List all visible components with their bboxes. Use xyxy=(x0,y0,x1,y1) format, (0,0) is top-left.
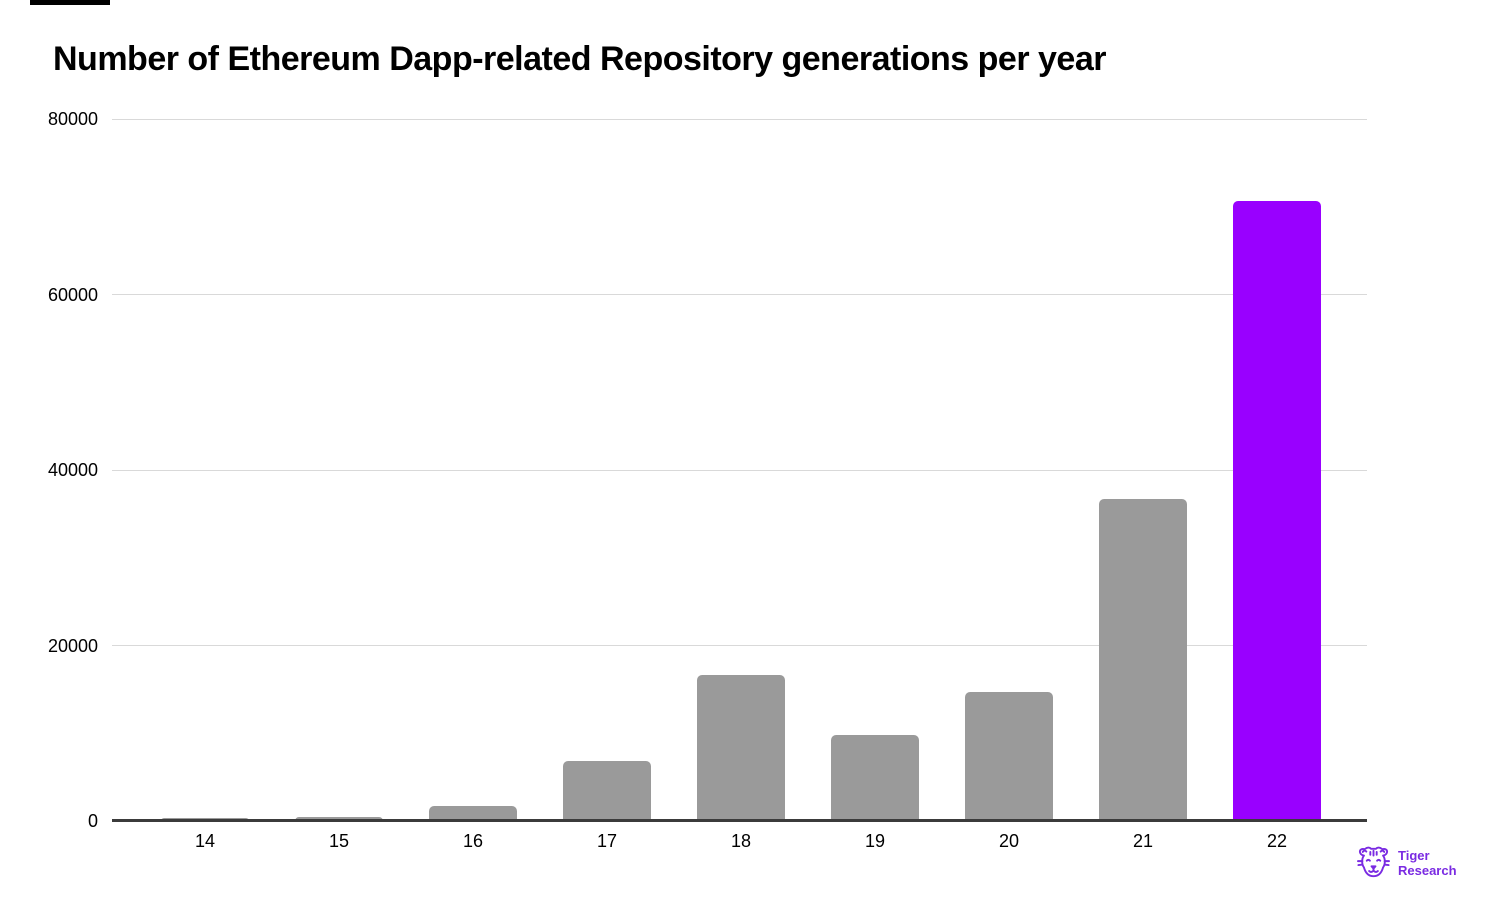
bar-chart-plot-area: 0 20000 40000 60000 80000 14 15 16 17 18 19 20 21 22 xyxy=(48,110,1367,850)
bar-19 xyxy=(831,735,919,821)
x-tick-label-22: 22 xyxy=(1266,831,1288,851)
tiger-face-icon xyxy=(1357,846,1390,878)
chart-title: Number of Ethereum Dapp-related Reposito… xyxy=(53,40,1106,78)
gridline-60000 xyxy=(112,294,1367,295)
y-tick-label-80000: 80000 xyxy=(47,109,98,129)
logo-line-2: Research xyxy=(1398,863,1457,878)
y-tick-label-40000: 40000 xyxy=(47,460,98,480)
bar-21 xyxy=(1099,498,1187,821)
tiger-research-logo: Tiger Research xyxy=(1356,845,1457,882)
x-tick-label-14: 14 xyxy=(194,831,216,851)
gridline-80000 xyxy=(112,118,1367,120)
x-tick-label-15: 15 xyxy=(328,831,350,851)
y-tick-label-0: 0 xyxy=(87,811,98,831)
x-tick-label-17: 17 xyxy=(596,831,618,851)
x-tick-label-19: 19 xyxy=(864,831,886,851)
bar-18 xyxy=(697,675,785,821)
x-tick-label-18: 18 xyxy=(730,831,752,851)
logo-line-1: Tiger xyxy=(1398,848,1430,863)
top-edge-artifact xyxy=(30,0,110,5)
bar-17 xyxy=(563,761,651,821)
gridline-40000 xyxy=(112,469,1367,471)
x-axis-line xyxy=(112,819,1367,822)
bar-16 xyxy=(429,806,517,821)
logo-wordmark: Tiger Research xyxy=(1398,845,1457,878)
x-tick-label-20: 20 xyxy=(998,831,1020,851)
x-tick-label-21: 21 xyxy=(1132,831,1154,851)
gridline-20000 xyxy=(112,645,1367,646)
y-tick-label-60000: 60000 xyxy=(47,284,98,305)
bar-22 xyxy=(1233,200,1321,821)
bar-20 xyxy=(965,692,1053,821)
y-tick-label-20000: 20000 xyxy=(47,635,98,656)
x-tick-label-16: 16 xyxy=(462,831,484,851)
